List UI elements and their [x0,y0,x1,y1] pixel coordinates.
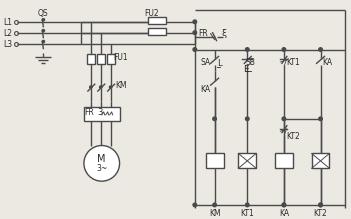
Circle shape [319,203,322,207]
Text: FU1: FU1 [114,53,128,62]
Circle shape [282,117,286,121]
Circle shape [100,86,102,88]
Text: M: M [98,154,106,164]
Bar [148,28,166,35]
Text: FU2: FU2 [144,9,159,18]
Circle shape [193,48,197,51]
Circle shape [84,146,120,181]
Circle shape [42,19,45,21]
Bar [312,154,330,168]
Circle shape [213,117,216,121]
Text: E: E [243,65,249,74]
Circle shape [282,203,286,207]
Text: 3~: 3~ [96,164,107,173]
Bar [238,154,256,168]
Bar [84,107,120,121]
Text: KT1: KT1 [286,58,300,67]
Bar [148,17,166,24]
Text: L2: L2 [4,29,13,38]
Circle shape [193,20,197,24]
Text: KA: KA [323,58,333,67]
Circle shape [319,48,322,51]
Text: QS: QS [38,9,48,18]
Text: KM: KM [209,209,220,218]
Text: KT2: KT2 [314,209,327,218]
Circle shape [193,31,197,34]
Circle shape [42,30,45,32]
Text: L3: L3 [4,40,13,49]
Bar [206,154,224,168]
Text: FR: FR [198,29,207,38]
Text: ξ: ξ [221,29,227,38]
Bar [275,154,293,168]
Circle shape [110,86,112,88]
Circle shape [245,48,249,51]
Circle shape [245,203,249,207]
Text: 3: 3 [98,108,103,117]
Circle shape [319,117,322,121]
Circle shape [90,86,92,88]
Text: KM: KM [115,81,127,90]
Text: FR: FR [84,108,94,117]
Circle shape [319,203,322,207]
Circle shape [245,117,249,121]
Text: SA: SA [201,58,211,67]
Text: SB: SB [245,58,255,67]
Circle shape [213,203,216,207]
Bar [87,55,95,64]
Bar [97,55,105,64]
Circle shape [282,203,286,207]
Text: KT2: KT2 [286,132,300,141]
Circle shape [42,40,45,43]
Text: KA: KA [201,85,211,94]
Text: L1: L1 [4,18,13,27]
Circle shape [193,203,197,207]
Circle shape [282,48,286,51]
Text: KA: KA [279,209,289,218]
Text: L: L [218,59,222,68]
Bar [107,55,115,64]
Text: KT1: KT1 [240,209,254,218]
